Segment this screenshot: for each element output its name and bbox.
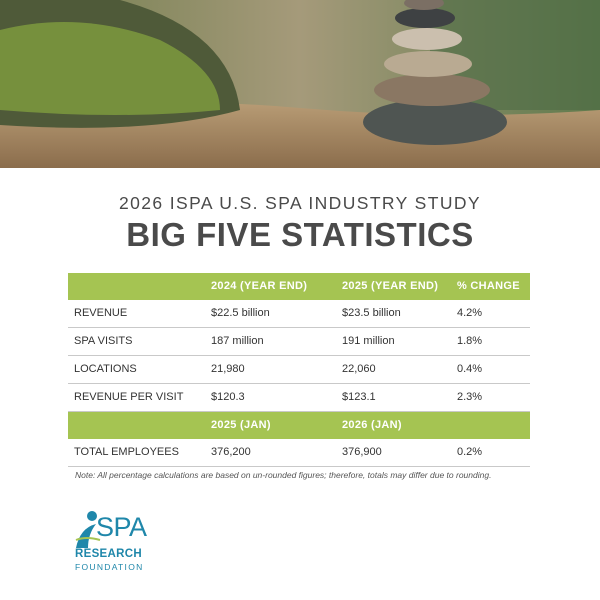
- row-label: REVENUE: [74, 307, 128, 319]
- row-label: REVENUE PER VISIT: [74, 391, 184, 403]
- header-row: [68, 273, 530, 300]
- table-row: [68, 356, 530, 384]
- table-row: [68, 439, 530, 467]
- header-cell: 2026 (JAN): [342, 419, 402, 431]
- logo-line: RESEARCH: [75, 548, 142, 560]
- note: Note: All percentage calculations are ba…: [75, 470, 492, 480]
- table-cell: 376,900: [342, 446, 382, 458]
- row-label: TOTAL EMPLOYEES: [74, 446, 179, 458]
- table-row: [68, 384, 530, 412]
- header-photo: [0, 0, 600, 168]
- table-row: [68, 300, 530, 328]
- table-row: [68, 328, 530, 356]
- logo-line: FOUNDATION: [75, 562, 144, 572]
- logo-icon: [75, 511, 101, 548]
- header-cell: 2025 (JAN): [211, 419, 271, 431]
- title: BIG FIVE STATISTICS: [126, 216, 474, 253]
- table-cell: 22,060: [342, 363, 376, 375]
- subtitle: 2026 ISPA U.S. SPA INDUSTRY STUDY: [119, 193, 481, 213]
- table-cell: 1.8%: [457, 335, 483, 347]
- table-cell: 376,200: [211, 446, 251, 458]
- table-cell: 2.3%: [457, 391, 483, 403]
- table-cell: 187 million: [211, 335, 264, 347]
- logo-name: SPA: [96, 512, 147, 542]
- header-cell: 2024 (YEAR END): [211, 280, 308, 292]
- table-cell: $22.5 billion: [211, 307, 270, 319]
- table-cell: $120.3: [211, 391, 245, 403]
- table-cell: 0.2%: [457, 446, 483, 458]
- row-label: LOCATIONS: [74, 363, 137, 375]
- table-cell: $23.5 billion: [342, 307, 401, 319]
- table-cell: 21,980: [211, 363, 245, 375]
- row-label: SPA VISITS: [74, 335, 133, 347]
- table-cell: 0.4%: [457, 363, 483, 375]
- table-cell: $123.1: [342, 391, 376, 403]
- table-cell: 4.2%: [457, 307, 483, 319]
- header-cell: % CHANGE: [457, 280, 520, 292]
- header-cell: 2025 (YEAR END): [342, 280, 439, 292]
- table-cell: 191 million: [342, 335, 395, 347]
- header-row: [68, 412, 530, 439]
